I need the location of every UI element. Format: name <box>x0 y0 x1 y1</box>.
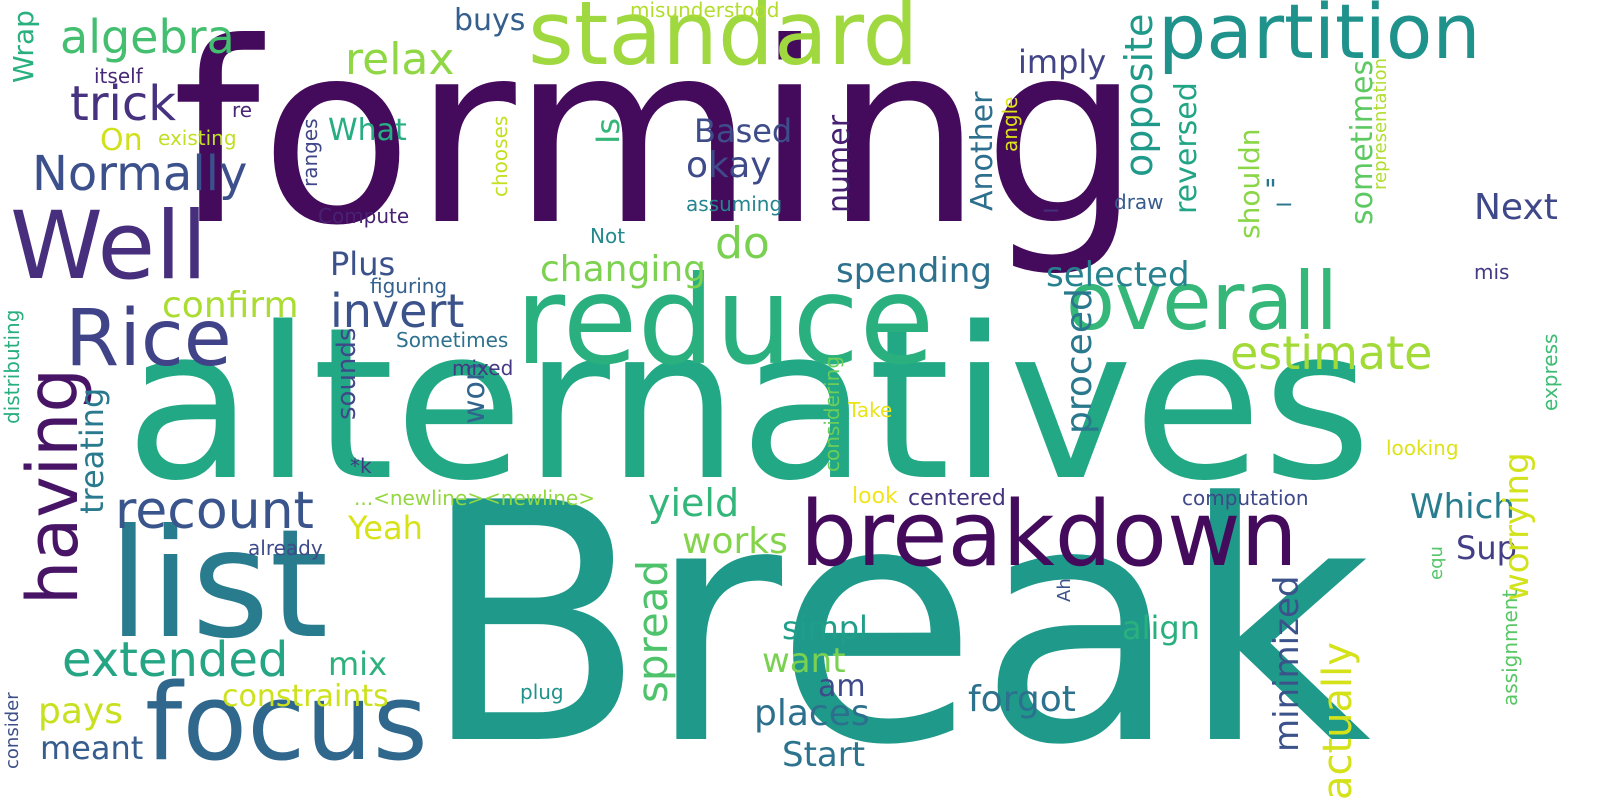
cloud-word-numer: numer <box>822 114 857 213</box>
cloud-word-another: Another <box>965 91 1000 211</box>
cloud-word-invert: invert <box>330 284 465 338</box>
cloud-word-symbol: "_ <box>1264 173 1291 206</box>
cloud-word-k: *k <box>350 454 372 478</box>
cloud-word-simpl: simpl <box>782 609 868 647</box>
cloud-word-rice: Rice <box>65 294 232 384</box>
cloud-word-forgot: forgot <box>968 679 1076 720</box>
cloud-word-ah: Ah <box>1054 578 1075 602</box>
cloud-word-assuming: assuming <box>686 192 783 216</box>
cloud-word-estimate: estimate <box>1230 326 1433 380</box>
cloud-word-look: look <box>852 484 898 509</box>
cloud-word-alternatives: alternatives <box>125 282 1372 527</box>
cloud-word-mix: mix <box>328 645 387 683</box>
cloud-word-assignment: assignment <box>1498 589 1522 706</box>
cloud-word-align: align <box>1122 609 1200 647</box>
cloud-word-constraints: constraints <box>222 679 389 714</box>
cloud-word-which: Which <box>1410 487 1515 527</box>
cloud-word-focus: focus <box>145 661 428 784</box>
cloud-word-pays: pays <box>38 691 123 732</box>
cloud-word-on: On <box>100 123 143 158</box>
cloud-word-representation: representation <box>1370 57 1391 190</box>
cloud-word-partition: partition <box>1158 0 1481 76</box>
cloud-word-shouldn: shouldn <box>1233 128 1266 239</box>
cloud-word-recount: recount <box>115 481 314 541</box>
cloud-word-reduce: reduce <box>515 250 935 392</box>
cloud-word-existing: existing <box>158 126 237 150</box>
cloud-word-treating: treating <box>73 387 111 514</box>
cloud-word-what: What <box>328 113 407 148</box>
cloud-word-re: re <box>232 98 253 122</box>
cloud-word-is: Is <box>589 117 627 144</box>
cloud-word-places: places <box>754 693 870 734</box>
cloud-word-centered: centered <box>908 486 1006 511</box>
cloud-word-compute: Compute <box>318 204 410 228</box>
cloud-word-angle: angle <box>998 96 1022 153</box>
cloud-word-next: Next <box>1474 187 1558 228</box>
cloud-word-imply: imply <box>1018 43 1107 81</box>
cloud-word-express: express <box>1538 333 1562 411</box>
cloud-word-minimized: minimized <box>1267 575 1307 752</box>
cloud-word-sounds: sounds <box>332 327 362 420</box>
cloud-word-sup: Sup <box>1456 529 1517 567</box>
cloud-word-reversed: reversed <box>1169 82 1204 214</box>
cloud-word-mixed: mixed <box>452 356 514 380</box>
cloud-word-distributing: distributing <box>0 309 24 424</box>
cloud-word-actually: actually <box>1315 642 1361 800</box>
cloud-word-wrap: Wrap <box>7 10 40 83</box>
cloud-word-want: want <box>762 641 846 681</box>
cloud-word-algebra: algebra <box>60 10 235 64</box>
cloud-word-plug: plug <box>520 680 564 704</box>
cloud-word-considering: considering <box>820 355 844 472</box>
cloud-word-buys: buys <box>454 3 526 38</box>
cloud-word-looking: looking <box>1386 436 1459 460</box>
cloud-word-worrying: worrying <box>1497 452 1537 601</box>
cloud-word-forming: forming <box>172 0 1142 280</box>
cloud-word-breakdown: breakdown <box>800 482 1298 587</box>
cloud-word-already: already <box>248 536 323 560</box>
cloud-word-draw: draw <box>1114 190 1164 214</box>
cloud-word-computation: computation <box>1182 486 1309 510</box>
cloud-word-symbol: _ <box>1044 179 1058 212</box>
cloud-word-mis: mis <box>1474 260 1510 284</box>
cloud-word-okay: okay <box>686 145 772 186</box>
cloud-word-equ: equ <box>1426 546 1447 580</box>
cloud-word-spread: spread <box>628 559 677 703</box>
cloud-word-ranges: ranges <box>298 118 322 187</box>
cloud-word-based: Based <box>694 112 793 150</box>
cloud-word-list: list <box>108 498 329 672</box>
cloud-word-extended: extended <box>62 632 289 688</box>
cloud-word-opposite: opposite <box>1117 13 1161 177</box>
cloud-word-chooses: chooses <box>488 115 512 197</box>
cloud-word-selected: selected <box>1046 255 1190 295</box>
cloud-word-plus: Plus <box>330 245 396 283</box>
cloud-word-proceed: proceed <box>1059 288 1100 434</box>
cloud-word-yeah: Yeah <box>348 509 423 547</box>
cloud-word-am: am <box>818 669 866 704</box>
cloud-word-sometimes: Sometimes <box>396 328 509 352</box>
cloud-word-start: Start <box>782 735 866 775</box>
cloud-word-overall: overall <box>1066 255 1338 348</box>
cloud-word-changing: changing <box>540 249 707 290</box>
cloud-word-take: Take <box>848 398 893 422</box>
cloud-word-meant: meant <box>40 729 144 767</box>
cloud-word-standard: standard <box>528 0 919 85</box>
cloud-word-newline-newline: ...<newline><newline> <box>354 486 595 510</box>
cloud-word-break: Break <box>420 433 1372 800</box>
cloud-word-normally: Normally <box>32 146 248 202</box>
cloud-word-works: works <box>682 521 788 562</box>
cloud-word-well: Well <box>10 192 208 301</box>
cloud-word-confirm: confirm <box>162 285 299 326</box>
cloud-word-consider: consider <box>2 692 23 769</box>
cloud-word-not: Not <box>590 224 626 248</box>
cloud-word-trick: trick <box>70 76 177 132</box>
cloud-word-relax: relax <box>345 34 455 85</box>
cloud-word-spending: spending <box>836 251 992 291</box>
cloud-word-misunderstood: misunderstood <box>630 0 780 22</box>
cloud-word-figuring: figuring <box>370 274 448 298</box>
cloud-word-yield: yield <box>648 481 740 525</box>
cloud-word-do: do <box>715 218 770 269</box>
cloud-word-itself: itself <box>94 64 143 88</box>
